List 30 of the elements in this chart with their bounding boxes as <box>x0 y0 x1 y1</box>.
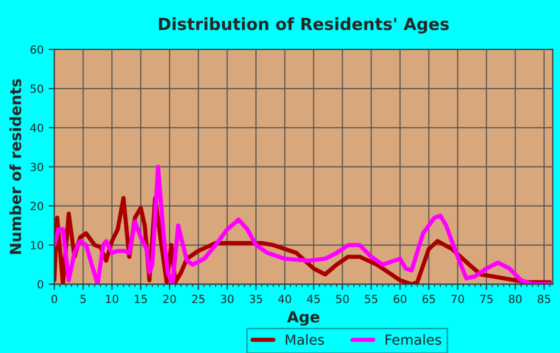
x-tick-label: 75 <box>480 294 493 304</box>
x-tick-label: 45 <box>307 294 320 304</box>
legend-label: Females <box>386 334 442 345</box>
y-tick-label: 20 <box>30 202 44 210</box>
x-tick-label: 15 <box>134 294 147 304</box>
y-tick-label: 40 <box>30 124 44 132</box>
y-tick-label: 0 <box>38 280 44 289</box>
y-tick-label: 10 <box>30 241 44 250</box>
x-tick-label: 30 <box>220 294 234 304</box>
y-tick-label: 30 <box>30 162 44 172</box>
x-tick-label: 70 <box>451 294 464 304</box>
x-tick-label: 60 <box>394 294 406 304</box>
y-axis-title: Number of residents <box>9 79 22 254</box>
y-tick-label: 50 <box>30 84 44 93</box>
x-tick-label: 35 <box>250 294 262 304</box>
y-tick-label: 60 <box>30 45 44 54</box>
x-tick-label: 20 <box>163 294 176 304</box>
x-tick-label: 25 <box>192 294 204 304</box>
x-tick-label: 55 <box>365 294 378 304</box>
x-tick-label: 50 <box>336 294 349 304</box>
chart-title: Distribution of Residents' Ages <box>158 17 449 34</box>
x-tick-label: 5 <box>80 294 86 304</box>
x-tick-label: 10 <box>106 294 118 304</box>
x-axis-title: Age <box>287 311 320 326</box>
x-tick-label: 40 <box>278 294 292 304</box>
x-tick-label: 65 <box>422 294 435 304</box>
x-tick-label: 85 <box>538 294 550 304</box>
x-tick-label: 0 <box>52 294 58 304</box>
x-tick-label: 80 <box>508 294 522 304</box>
legend-label: Males <box>286 334 324 345</box>
